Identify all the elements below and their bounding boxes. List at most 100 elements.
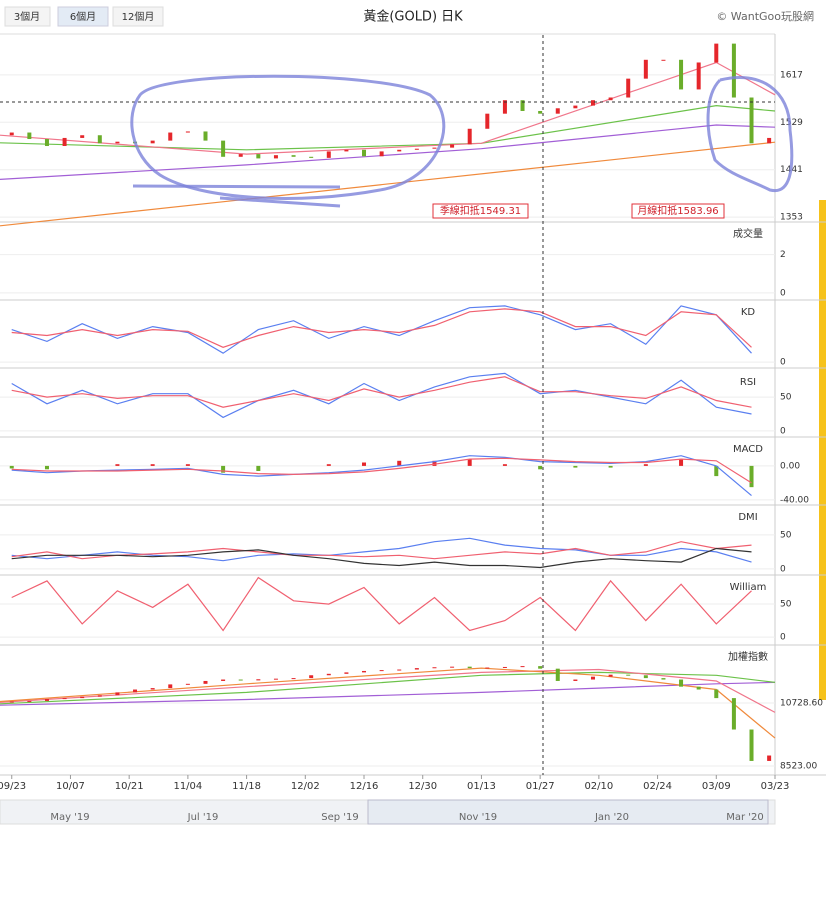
- x-tick-label: 03/23: [761, 781, 790, 792]
- candle: [309, 156, 314, 158]
- candle: [185, 683, 190, 685]
- candle: [238, 679, 243, 681]
- candle: [203, 680, 208, 684]
- candle: [273, 678, 278, 680]
- series-line: [0, 681, 776, 706]
- candle: [414, 668, 419, 670]
- candle: [626, 674, 631, 676]
- panel-label: William: [730, 582, 767, 593]
- candle: [9, 701, 14, 703]
- navigator-label: Jan '20: [594, 812, 629, 823]
- x-tick-label: 12/30: [408, 781, 437, 792]
- hand-drawn-line: [132, 184, 341, 208]
- histogram-bar: [714, 465, 719, 477]
- series-line: [11, 308, 752, 348]
- candle: [326, 151, 331, 158]
- candle: [309, 675, 314, 679]
- candle: [203, 131, 208, 141]
- series-line: [11, 547, 752, 569]
- candle: [44, 698, 49, 701]
- x-tick-label: 10/21: [115, 781, 144, 792]
- navigator-label: May '19: [50, 812, 89, 823]
- navigator-label: Jul '19: [187, 812, 219, 823]
- y-tick-label: 1353: [780, 213, 803, 223]
- series-line: [0, 671, 776, 705]
- candle: [590, 676, 595, 680]
- x-tick-label: 01/27: [526, 781, 555, 792]
- hand-drawn-circle: [130, 74, 446, 200]
- candle: [44, 139, 49, 147]
- y-tick-label: 50: [780, 530, 792, 540]
- range-button[interactable]: [57, 6, 109, 27]
- histogram-bar: [221, 465, 226, 473]
- series-line: [0, 141, 776, 227]
- y-tick-label: 2: [780, 250, 786, 260]
- candle: [450, 666, 455, 668]
- range-button-label[interactable]: 6個月: [70, 10, 96, 23]
- x-tick-label: 11/04: [173, 781, 202, 792]
- range-button[interactable]: [112, 6, 164, 27]
- candle: [62, 137, 67, 147]
- x-tick-label: 03/09: [702, 781, 731, 792]
- candle: [502, 100, 507, 114]
- series-line: [11, 541, 752, 560]
- candle: [273, 155, 278, 159]
- candle: [661, 678, 666, 680]
- series-line: [11, 537, 752, 563]
- candle: [538, 666, 543, 669]
- histogram-bar: [432, 460, 437, 466]
- histogram-bar: [44, 465, 49, 470]
- histogram-bar: [9, 465, 14, 469]
- candle: [344, 672, 349, 674]
- histogram-bar: [643, 464, 648, 466]
- candle: [221, 679, 226, 681]
- candle: [538, 110, 543, 114]
- histogram-bar: [326, 464, 331, 466]
- histogram-bar: [185, 464, 190, 466]
- candle: [502, 666, 507, 668]
- candle: [643, 59, 648, 79]
- candle: [450, 144, 455, 148]
- candle: [696, 686, 701, 690]
- y-tick-label: 10728.60: [780, 698, 823, 708]
- candle: [767, 755, 772, 761]
- y-tick-label: -40.00: [780, 495, 809, 505]
- y-tick-label: 0.00: [780, 461, 800, 471]
- candle: [221, 140, 226, 157]
- series-line: [11, 576, 752, 632]
- candle: [714, 43, 719, 63]
- series-line: [11, 457, 752, 484]
- histogram-bar: [150, 464, 155, 466]
- navigator-window[interactable]: [367, 799, 769, 825]
- candle: [573, 679, 578, 681]
- panel-label: KD: [741, 307, 756, 318]
- range-button-label[interactable]: 3個月: [14, 10, 40, 23]
- candle: [608, 674, 613, 677]
- y-tick-label: 50: [780, 600, 792, 610]
- candle: [27, 132, 32, 140]
- candle: [97, 695, 102, 697]
- candle: [714, 689, 719, 699]
- watermark: © WantGoo玩股網: [716, 9, 814, 23]
- x-tick-label: 11/18: [232, 781, 261, 792]
- candle: [731, 698, 736, 730]
- candle: [467, 666, 472, 669]
- y-tick-label: 0: [780, 426, 786, 436]
- y-tick-label: 1529: [780, 118, 803, 128]
- candle: [485, 113, 490, 129]
- candle: [696, 62, 701, 90]
- candle: [185, 131, 190, 133]
- candle: [379, 670, 384, 672]
- range-button-label[interactable]: 12個月: [122, 10, 155, 23]
- hand-drawn-circle: [706, 75, 794, 193]
- candle: [291, 678, 296, 680]
- series-line: [11, 376, 752, 408]
- histogram-bar: [397, 460, 402, 466]
- x-tick-label: 01/13: [467, 781, 496, 792]
- range-button[interactable]: [4, 6, 51, 27]
- candle: [362, 149, 367, 157]
- candle: [432, 147, 437, 149]
- navigator-label: Mar '20: [726, 812, 764, 823]
- candle: [679, 59, 684, 90]
